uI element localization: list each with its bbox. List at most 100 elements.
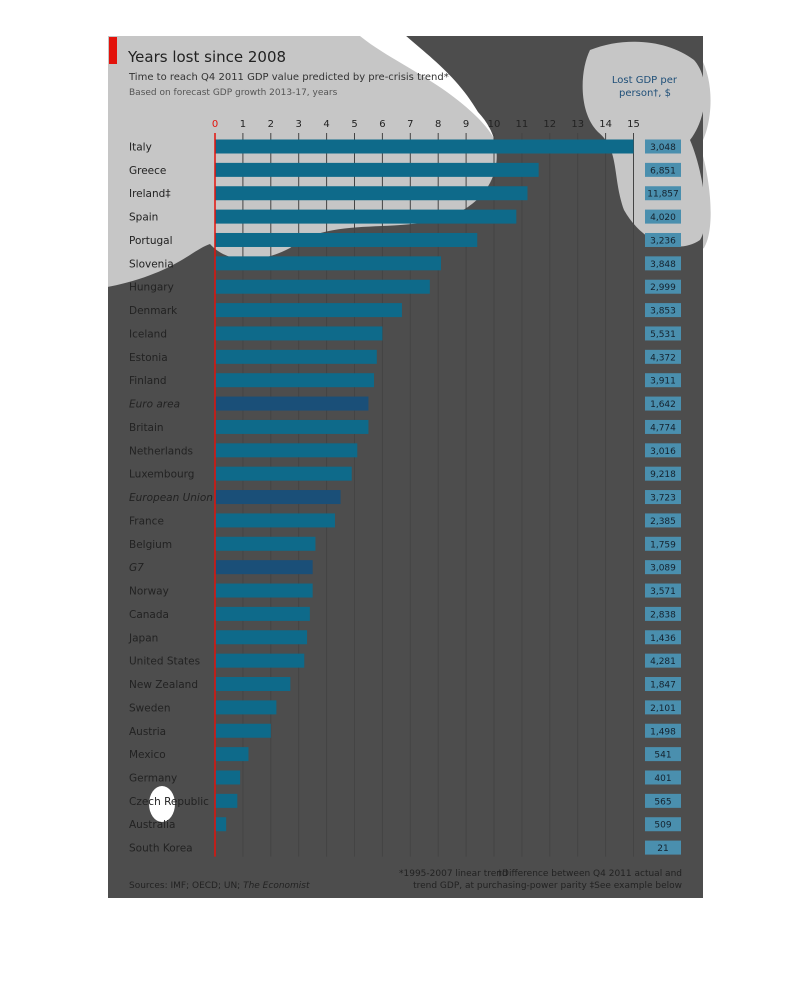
value-label-mexico: 541 bbox=[654, 751, 671, 761]
bar-denmark bbox=[215, 303, 402, 318]
category-label-sweden: Sweden bbox=[129, 702, 171, 714]
x-tick-label-4: 4 bbox=[323, 119, 329, 130]
bar-japan bbox=[215, 630, 308, 645]
value-box-japan bbox=[645, 630, 681, 645]
bar-france bbox=[215, 513, 335, 528]
x-tick-label-13: 13 bbox=[571, 119, 584, 130]
value-label-belgium: 1,759 bbox=[650, 540, 676, 550]
category-label-france: France bbox=[129, 515, 164, 527]
bar-czech-republic bbox=[215, 793, 238, 808]
bars bbox=[215, 139, 634, 832]
x-tick-label-9: 9 bbox=[463, 119, 469, 130]
category-label-ireland: Ireland‡ bbox=[129, 188, 171, 200]
category-label-finland: Finland bbox=[129, 375, 167, 387]
bar-luxembourg bbox=[215, 466, 352, 481]
category-label-czech-republic: Czech Republic bbox=[129, 796, 209, 808]
x-tick-label-1: 1 bbox=[240, 119, 246, 130]
value-box-hungary bbox=[645, 279, 681, 294]
value-label-britain: 4,774 bbox=[650, 423, 676, 433]
value-box-finland bbox=[645, 373, 681, 388]
value-box-netherlands bbox=[645, 443, 681, 458]
category-label-norway: Norway bbox=[129, 586, 169, 598]
bar-spain bbox=[215, 209, 517, 224]
x-tick-label-3: 3 bbox=[296, 119, 302, 130]
value-box-slovenia bbox=[645, 256, 681, 271]
value-box-france bbox=[645, 513, 681, 528]
value-label-estonia: 4,372 bbox=[650, 353, 676, 363]
category-label-mexico: Mexico bbox=[129, 749, 166, 761]
value-label-czech-republic: 565 bbox=[654, 797, 671, 807]
bar-portugal bbox=[215, 232, 478, 247]
value-label-united-states: 4,281 bbox=[650, 657, 676, 667]
value-box-britain bbox=[645, 419, 681, 434]
value-label-france: 2,385 bbox=[650, 517, 676, 527]
value-label-iceland: 5,531 bbox=[650, 330, 676, 340]
category-label-denmark: Denmark bbox=[129, 305, 178, 317]
value-label-slovenia: 3,848 bbox=[650, 260, 676, 270]
category-label-euro-area: Euro area bbox=[129, 399, 180, 411]
value-box-united-states bbox=[645, 653, 681, 668]
category-label-european-union: European Union bbox=[129, 492, 213, 504]
chart-subtitle: Time to reach Q4 2011 GDP value predicte… bbox=[128, 72, 449, 83]
bar-slovenia bbox=[215, 256, 441, 271]
value-label-denmark: 3,853 bbox=[650, 307, 676, 317]
value-column-header-line-2: person†, $ bbox=[619, 88, 671, 99]
value-label-new-zealand: 1,847 bbox=[650, 681, 676, 691]
value-box-g7 bbox=[645, 560, 681, 575]
category-labels: Italy Greece Ireland‡ Spain Portugal Slovenia… bbox=[128, 142, 213, 855]
category-label-portugal: Portugal bbox=[129, 235, 173, 247]
x-tick-label-7: 7 bbox=[407, 119, 413, 130]
x-axis-ticks: 0 1 2 3 4 5 6 7 8 9 10 11 12 13 14 15 bbox=[212, 119, 640, 130]
value-boxes: 3,048 6,851 11,857 4,020 3,236 3,848 2,999 3,85… bbox=[645, 139, 681, 855]
value-box-denmark bbox=[645, 303, 681, 318]
bar-hungary bbox=[215, 279, 430, 294]
value-box-luxembourg bbox=[645, 466, 681, 481]
accent-tag bbox=[109, 37, 117, 64]
category-label-australia: Australia bbox=[129, 819, 175, 831]
value-box-australia bbox=[645, 817, 681, 832]
value-box-estonia bbox=[645, 349, 681, 364]
value-box-portugal bbox=[645, 232, 681, 247]
category-label-slovenia: Slovenia bbox=[129, 258, 174, 270]
bar-austria bbox=[215, 723, 271, 738]
chart-title: Years lost since 2008 bbox=[127, 48, 286, 66]
bar-iceland bbox=[215, 326, 383, 341]
value-box-belgium bbox=[645, 536, 681, 551]
category-label-germany: Germany bbox=[129, 772, 177, 784]
value-label-ireland: 11,857 bbox=[647, 190, 679, 200]
x-tick-label-11: 11 bbox=[516, 119, 529, 130]
category-label-britain: Britain bbox=[129, 422, 164, 434]
value-label-japan: 1,436 bbox=[650, 634, 676, 644]
bar-canada bbox=[215, 606, 310, 621]
category-label-g7: G7 bbox=[129, 562, 144, 574]
bar-netherlands bbox=[215, 443, 358, 458]
value-box-czech-republic bbox=[645, 793, 681, 808]
value-label-hungary: 2,999 bbox=[650, 283, 676, 293]
category-label-italy: Italy bbox=[129, 142, 152, 154]
footnote-ppp: trend GDP, at purchasing-power parity ‡S… bbox=[413, 881, 682, 891]
value-box-mexico bbox=[645, 747, 681, 762]
value-label-canada: 2,838 bbox=[650, 610, 676, 620]
value-box-iceland bbox=[645, 326, 681, 341]
bar-new-zealand bbox=[215, 677, 291, 692]
category-label-belgium: Belgium bbox=[129, 539, 172, 551]
bar-ireland bbox=[215, 186, 528, 201]
value-label-austria: 1,498 bbox=[650, 727, 676, 737]
x-tick-label-14: 14 bbox=[599, 119, 612, 130]
value-box-norway bbox=[645, 583, 681, 598]
category-label-united-states: United States bbox=[129, 656, 200, 668]
bar-european-union bbox=[215, 490, 341, 505]
value-box-ireland bbox=[645, 186, 681, 201]
value-label-norway: 3,571 bbox=[650, 587, 676, 597]
value-box-euro-area bbox=[645, 396, 681, 411]
category-label-canada: Canada bbox=[129, 609, 169, 621]
source-note: Sources: IMF; OECD; UN; The Economist bbox=[129, 881, 310, 891]
value-box-european-union bbox=[645, 490, 681, 505]
category-label-estonia: Estonia bbox=[129, 352, 168, 364]
bar-greece bbox=[215, 162, 539, 177]
bar-belgium bbox=[215, 536, 316, 551]
value-label-luxembourg: 9,218 bbox=[650, 470, 676, 480]
value-box-spain bbox=[645, 209, 681, 224]
footnote-lost-gdp: †Difference between Q4 2011 actual and bbox=[498, 869, 682, 879]
